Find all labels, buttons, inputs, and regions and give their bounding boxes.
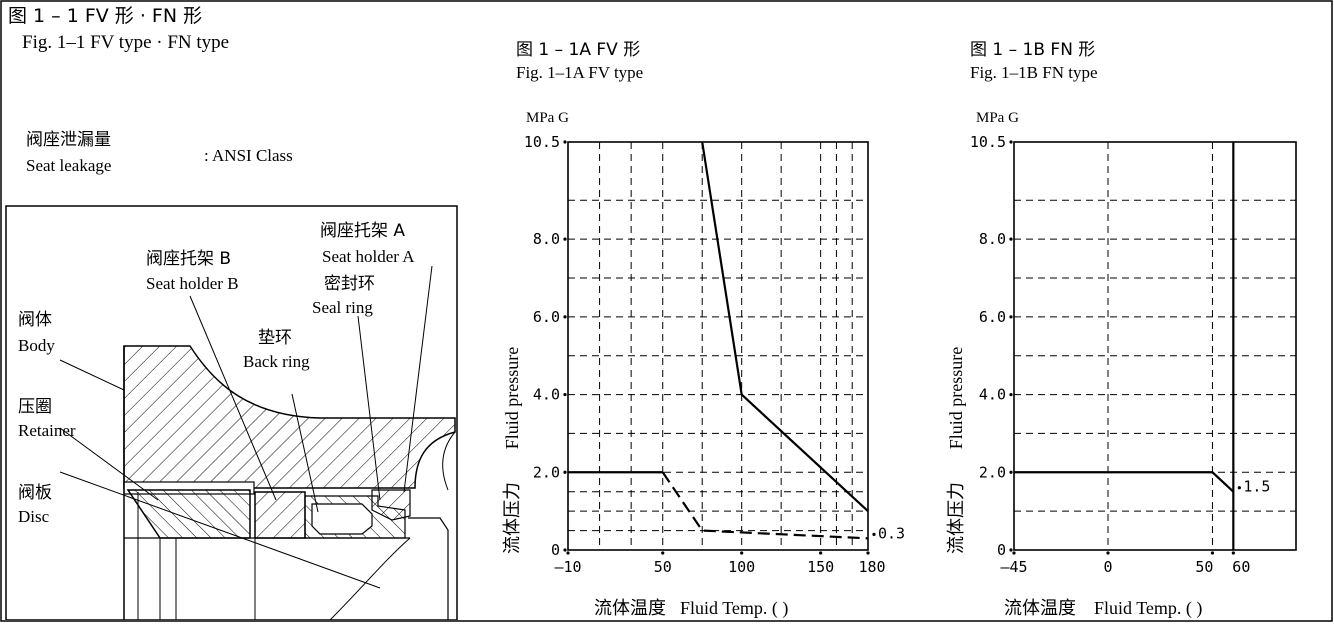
seat-holder-a-label-en: Seat holder A [322,247,415,266]
body-label-en: Body [18,336,55,355]
chart-b-y-tick-dot-3 [1009,315,1013,319]
chart-b-annotation-0: 1.5 [1243,478,1270,496]
chart-a-y-tick-dot-3 [563,315,567,319]
chart-b-y-tick-label-4: 8.0 [979,230,1006,248]
chart-a-x-tick-dot-3 [819,551,823,555]
retainer-label-en: Retainer [18,421,76,440]
chart-b-y-tick-label-0: 0 [997,541,1006,559]
figure-title-cn: 图 1 – 1 FV 形 · FN 形 [8,5,203,27]
chart-a-plot-frame [567,141,869,551]
chart-b-annotation-dot-0 [1237,486,1241,490]
back-ring-label-cn: 垫环 [258,328,292,348]
body-part [123,345,456,489]
chart-b-y-tick-label-5: 10.5 [970,133,1006,151]
retainer-label-cn: 压圈 [18,397,52,417]
chart-b-ylabel-cn: 流体压力 [946,482,967,554]
chart-b-y-tick-dot-0 [1009,548,1013,552]
chart-a-x-tick-label-2: 100 [728,558,755,576]
chart-b-title-en: Fig. 1–1B FN type [970,63,1098,82]
chart-a-x-tick-dot-2 [740,551,744,555]
chart-b-xlabel-en: Fluid Temp. ( ) [1094,598,1202,619]
chart-a-title-en: Fig. 1–1A FV type [516,63,644,82]
chart-a-xlabel-en: Fluid Temp. ( ) [680,598,788,619]
chart-a-y-tick-label-5: 10.5 [524,133,560,151]
seal-ring-label-cn: 密封环 [324,274,375,294]
chart-b-x-tick-dot-2 [1210,551,1215,555]
seat-holder-b-label-cn: 阀座托架 B [146,249,232,269]
chart-a-x-tick-dot-0 [566,551,570,555]
chart-b-plot-frame [1013,141,1297,551]
chart-b-x-tick-label-3: 60 [1232,558,1250,576]
chart-b-y-tick-dot-1 [1009,470,1013,474]
chart-a-series-line-0 [701,141,869,512]
chart-fv-type: 0 2.0 4.0 6.0 8.0 10.5 –10 50 100 150 180 0.3 MPa G F… [502,110,905,619]
drawing-frame [5,205,458,620]
seat-holder-b-label-en: Seat holder B [146,274,239,293]
chart-a-x-tick-label-3: 150 [807,558,834,576]
chart-a-y-tick-dot-1 [563,470,567,474]
body-label-cn: 阀体 [18,310,52,330]
chart-b-y-tick-dot-2 [1009,392,1013,397]
chart-b-y-tick-dot-4 [1009,237,1013,241]
chart-a-ylabel-cn: 流体压力 [502,482,523,554]
chart-b-unit-label: MPa G [976,110,1019,126]
chart-a-xlabel-cn: 流体温度 [594,598,666,619]
seat-holder-a-part [371,489,411,521]
chart-b-xlabel-cn: 流体温度 [1004,598,1076,619]
chart-b-x-tick-dot-1 [1106,551,1110,555]
chart-b-x-tick-dot-3 [1231,551,1235,555]
seat-leakage-label-en: Seat leakage [26,156,112,175]
chart-a-annotation-0: 0.3 [878,524,905,542]
chart-b-x-tick-label-2: 50 [1195,558,1213,576]
chart-b-y-tick-label-2: 4.0 [979,386,1006,404]
chart-a-y-tick-label-1: 2.0 [533,463,560,481]
disc-part [126,489,251,539]
chart-b-title-cn: 图 1 – 1B FN 形 [970,40,1096,60]
seat-leakage-label-cn: 阀座泄漏量 [26,130,111,150]
chart-a-y-tick-label-4: 8.0 [533,230,560,248]
back-ring-label-en: Back ring [243,352,310,371]
chart-a-y-tick-label-2: 4.0 [533,386,560,404]
valve-section-drawing [5,205,458,620]
disc-label-cn: 阀板 [18,483,52,503]
chart-a-y-tick-dot-5 [563,140,567,144]
seat-holder-b-part [254,491,306,539]
chart-a-ylabel-en: Fluid pressure [502,347,522,450]
chart-a-x-tick-label-4: 180 [858,558,885,576]
chart-a-y-tick-dot-2 [563,392,567,397]
chart-b-y-tick-label-1: 2.0 [979,463,1006,481]
chart-a-y-tick-label-0: 0 [551,541,560,559]
disc-label-en: Disc [18,507,50,526]
seat-leakage-value: : ANSI Class [204,146,293,165]
seal-ring-part [311,503,373,535]
chart-a-title-cn: 图 1 – 1A FV 形 [516,40,641,60]
chart-a-y-tick-dot-4 [563,237,567,241]
chart-a-unit-label: MPa G [526,110,569,126]
seat-holder-a-label-cn: 阀座托架 A [320,221,406,241]
chart-a-annotation-dot-0 [872,532,876,536]
seal-ring-label-en: Seal ring [312,298,373,317]
chart-a-y-tick-dot-0 [563,548,567,552]
chart-a-x-tick-label-1: 50 [654,558,672,576]
chart-b-x-tick-dot-0 [1012,551,1016,555]
chart-a-x-tick-dot-4 [866,551,870,555]
chart-a-y-tick-label-3: 6.0 [533,308,560,326]
chart-b-y-tick-dot-5 [1009,140,1013,144]
chart-a-series-line-2 [661,471,869,540]
chart-b-x-tick-label-1: 0 [1103,558,1112,576]
chart-b-x-tick-label-0: –45 [1000,558,1027,576]
figure-title-en: Fig. 1–1 FV type · FN type [22,32,230,53]
chart-a-x-tick-dot-1 [661,551,665,555]
chart-b-ylabel-en: Fluid pressure [946,347,966,450]
chart-a-x-tick-label-0: –10 [554,558,581,576]
chart-b-y-tick-label-3: 6.0 [979,308,1006,326]
chart-b-series-line-0 [1014,471,1235,493]
